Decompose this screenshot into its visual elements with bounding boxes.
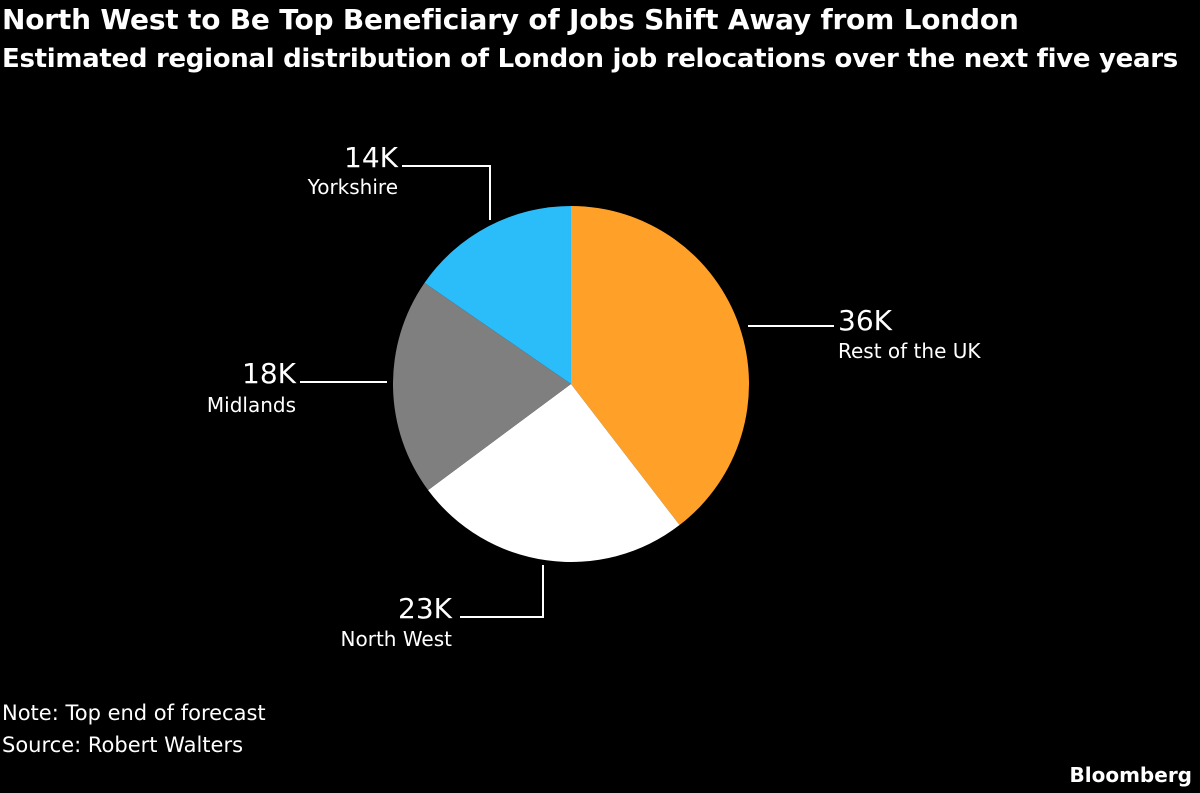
leader-line-yorkshire (402, 165, 491, 220)
name-label-yorkshire: Yorkshire (307, 175, 398, 199)
chart-note: Note: Top end of forecast (2, 701, 266, 725)
chart-source: Source: Robert Walters (2, 733, 244, 757)
pie-slice-midlands (393, 282, 571, 491)
value-label-rest-of-the-uk: 36K (838, 304, 893, 337)
pie-slice-yorkshire (424, 206, 571, 384)
name-label-north-west: North West (341, 627, 453, 651)
name-label-rest-of-the-uk: Rest of the UK (838, 339, 981, 363)
value-label-midlands: 18K (242, 357, 297, 390)
value-label-north-west: 23K (398, 592, 453, 625)
label-leader-lines (300, 165, 834, 618)
leader-line-north-west (460, 565, 544, 618)
value-label-yorkshire: 14K (344, 141, 399, 174)
chart-title: North West to Be Top Beneficiary of Jobs… (2, 3, 1019, 36)
pie-slice-north-west (428, 384, 680, 562)
pie-slice-rest-of-the-uk (571, 206, 749, 526)
name-label-midlands: Midlands (207, 393, 296, 417)
pie-slices (393, 206, 749, 562)
bloomberg-logo: Bloomberg (1069, 763, 1192, 787)
chart-subtitle: Estimated regional distribution of Londo… (2, 44, 1178, 74)
